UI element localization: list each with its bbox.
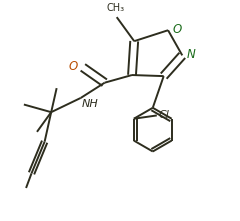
Text: Cl: Cl: [159, 110, 170, 120]
Text: O: O: [173, 23, 182, 36]
Text: N: N: [187, 48, 196, 61]
Text: NH: NH: [82, 99, 98, 109]
Text: O: O: [69, 60, 78, 73]
Text: CH₃: CH₃: [107, 3, 125, 13]
